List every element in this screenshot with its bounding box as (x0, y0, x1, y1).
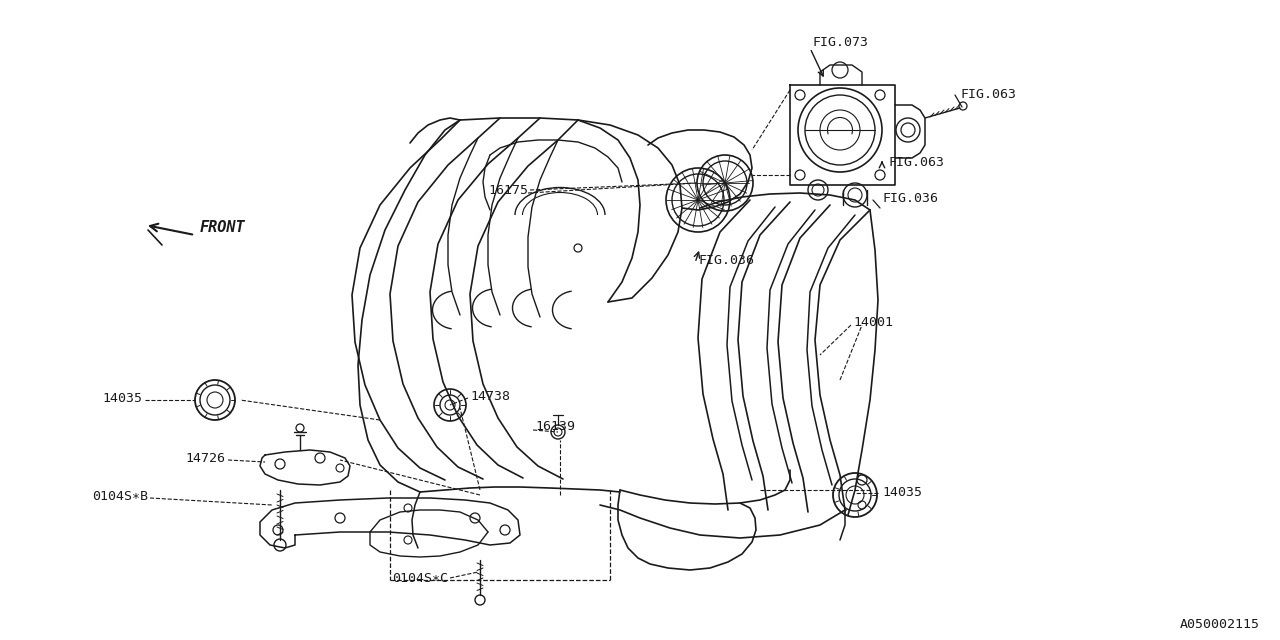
Text: 14001: 14001 (852, 317, 893, 330)
Text: FIG.063: FIG.063 (960, 88, 1016, 102)
Text: A050002115: A050002115 (1180, 618, 1260, 632)
Text: 0104S∗B: 0104S∗B (92, 490, 148, 504)
Text: FIG.063: FIG.063 (888, 157, 945, 170)
Text: 14035: 14035 (882, 486, 922, 499)
Text: 14726: 14726 (186, 451, 225, 465)
Text: 0104S∗C: 0104S∗C (392, 573, 448, 586)
Text: 14035: 14035 (102, 392, 142, 404)
Text: FIG.073: FIG.073 (813, 36, 869, 49)
Text: FIG.036: FIG.036 (698, 253, 754, 266)
Text: 16175: 16175 (488, 184, 529, 196)
Text: 16139: 16139 (535, 420, 575, 433)
Text: FRONT: FRONT (200, 221, 246, 236)
Text: 14738: 14738 (470, 390, 509, 403)
Text: FIG.036: FIG.036 (882, 191, 938, 205)
